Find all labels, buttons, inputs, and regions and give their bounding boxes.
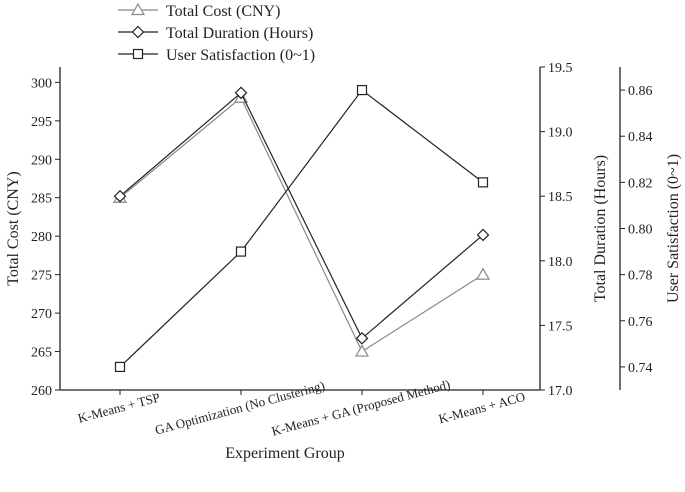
data-point-square: [235, 246, 247, 257]
legend-marker-diamond: [131, 25, 145, 39]
satisfaction-tick-label: 0.78: [628, 269, 653, 284]
legend-marker-square: [132, 48, 144, 60]
satisfaction-axis-title: User Satisfaction (0~1): [665, 154, 682, 303]
data-point-diamond: [113, 189, 127, 203]
duration-tick-label: 18.0: [548, 255, 573, 270]
series-line-diamond: [119, 91, 484, 340]
data-point-diamond: [476, 228, 490, 242]
cost-tick-label: 280: [31, 230, 52, 245]
series-line-square: [119, 89, 484, 368]
cost-tick-label: 285: [31, 192, 52, 207]
data-point-triangle: [354, 344, 370, 357]
cost-tick-label: 275: [31, 269, 52, 284]
duration-tick-label: 19.0: [548, 126, 573, 141]
series-layer: [112, 84, 491, 373]
legend-label: User Satisfaction (0~1): [166, 47, 315, 64]
cost-tick-label: 270: [31, 307, 52, 322]
data-point-square: [114, 361, 126, 373]
legend-label: Total Duration (Hours): [166, 25, 313, 42]
satisfaction-tick-label: 0.84: [628, 130, 653, 145]
cost-tick-label: 300: [31, 76, 52, 91]
x-axis-title: Experiment Group: [225, 445, 345, 462]
duration-tick-label: 17.0: [548, 384, 573, 399]
data-point-square: [477, 177, 489, 188]
cost-tick-label: 290: [31, 153, 52, 168]
duration-tick-label: 18.5: [548, 190, 573, 205]
duration-tick-label: 17.5: [548, 319, 573, 334]
data-point-triangle: [475, 267, 491, 280]
x-category-label: K-Means + TSP: [76, 389, 161, 425]
cost-tick-label: 295: [31, 115, 52, 130]
duration-tick-label: 19.5: [548, 61, 573, 76]
cost-tick-label: 260: [31, 384, 52, 399]
satisfaction-tick-label: 0.76: [628, 315, 653, 330]
data-point-diamond: [355, 331, 369, 345]
legend-marker-triangle: [130, 2, 146, 16]
legend-label: Total Cost (CNY): [166, 3, 280, 20]
axes-layer: 260 265 270 275 280 285 290 295 300 Total Cost (C…: [5, 61, 682, 462]
satisfaction-tick-label: 0.82: [628, 176, 653, 191]
x-category-label: K-Means + ACO: [437, 389, 527, 427]
cost-axis-title: Total Cost (CNY): [5, 171, 22, 285]
data-point-square: [356, 84, 368, 96]
satisfaction-tick-label: 0.80: [628, 223, 653, 238]
series-line-triangle: [119, 96, 484, 353]
data-point-diamond: [234, 86, 248, 100]
duration-axis-title: Total Duration (Hours): [592, 155, 609, 302]
legend: Total Cost (CNY) Total Duration (Hours) Us…: [118, 2, 315, 64]
satisfaction-tick-label: 0.74: [628, 361, 653, 376]
satisfaction-tick-label: 0.86: [628, 84, 653, 99]
cost-tick-label: 265: [31, 346, 52, 361]
